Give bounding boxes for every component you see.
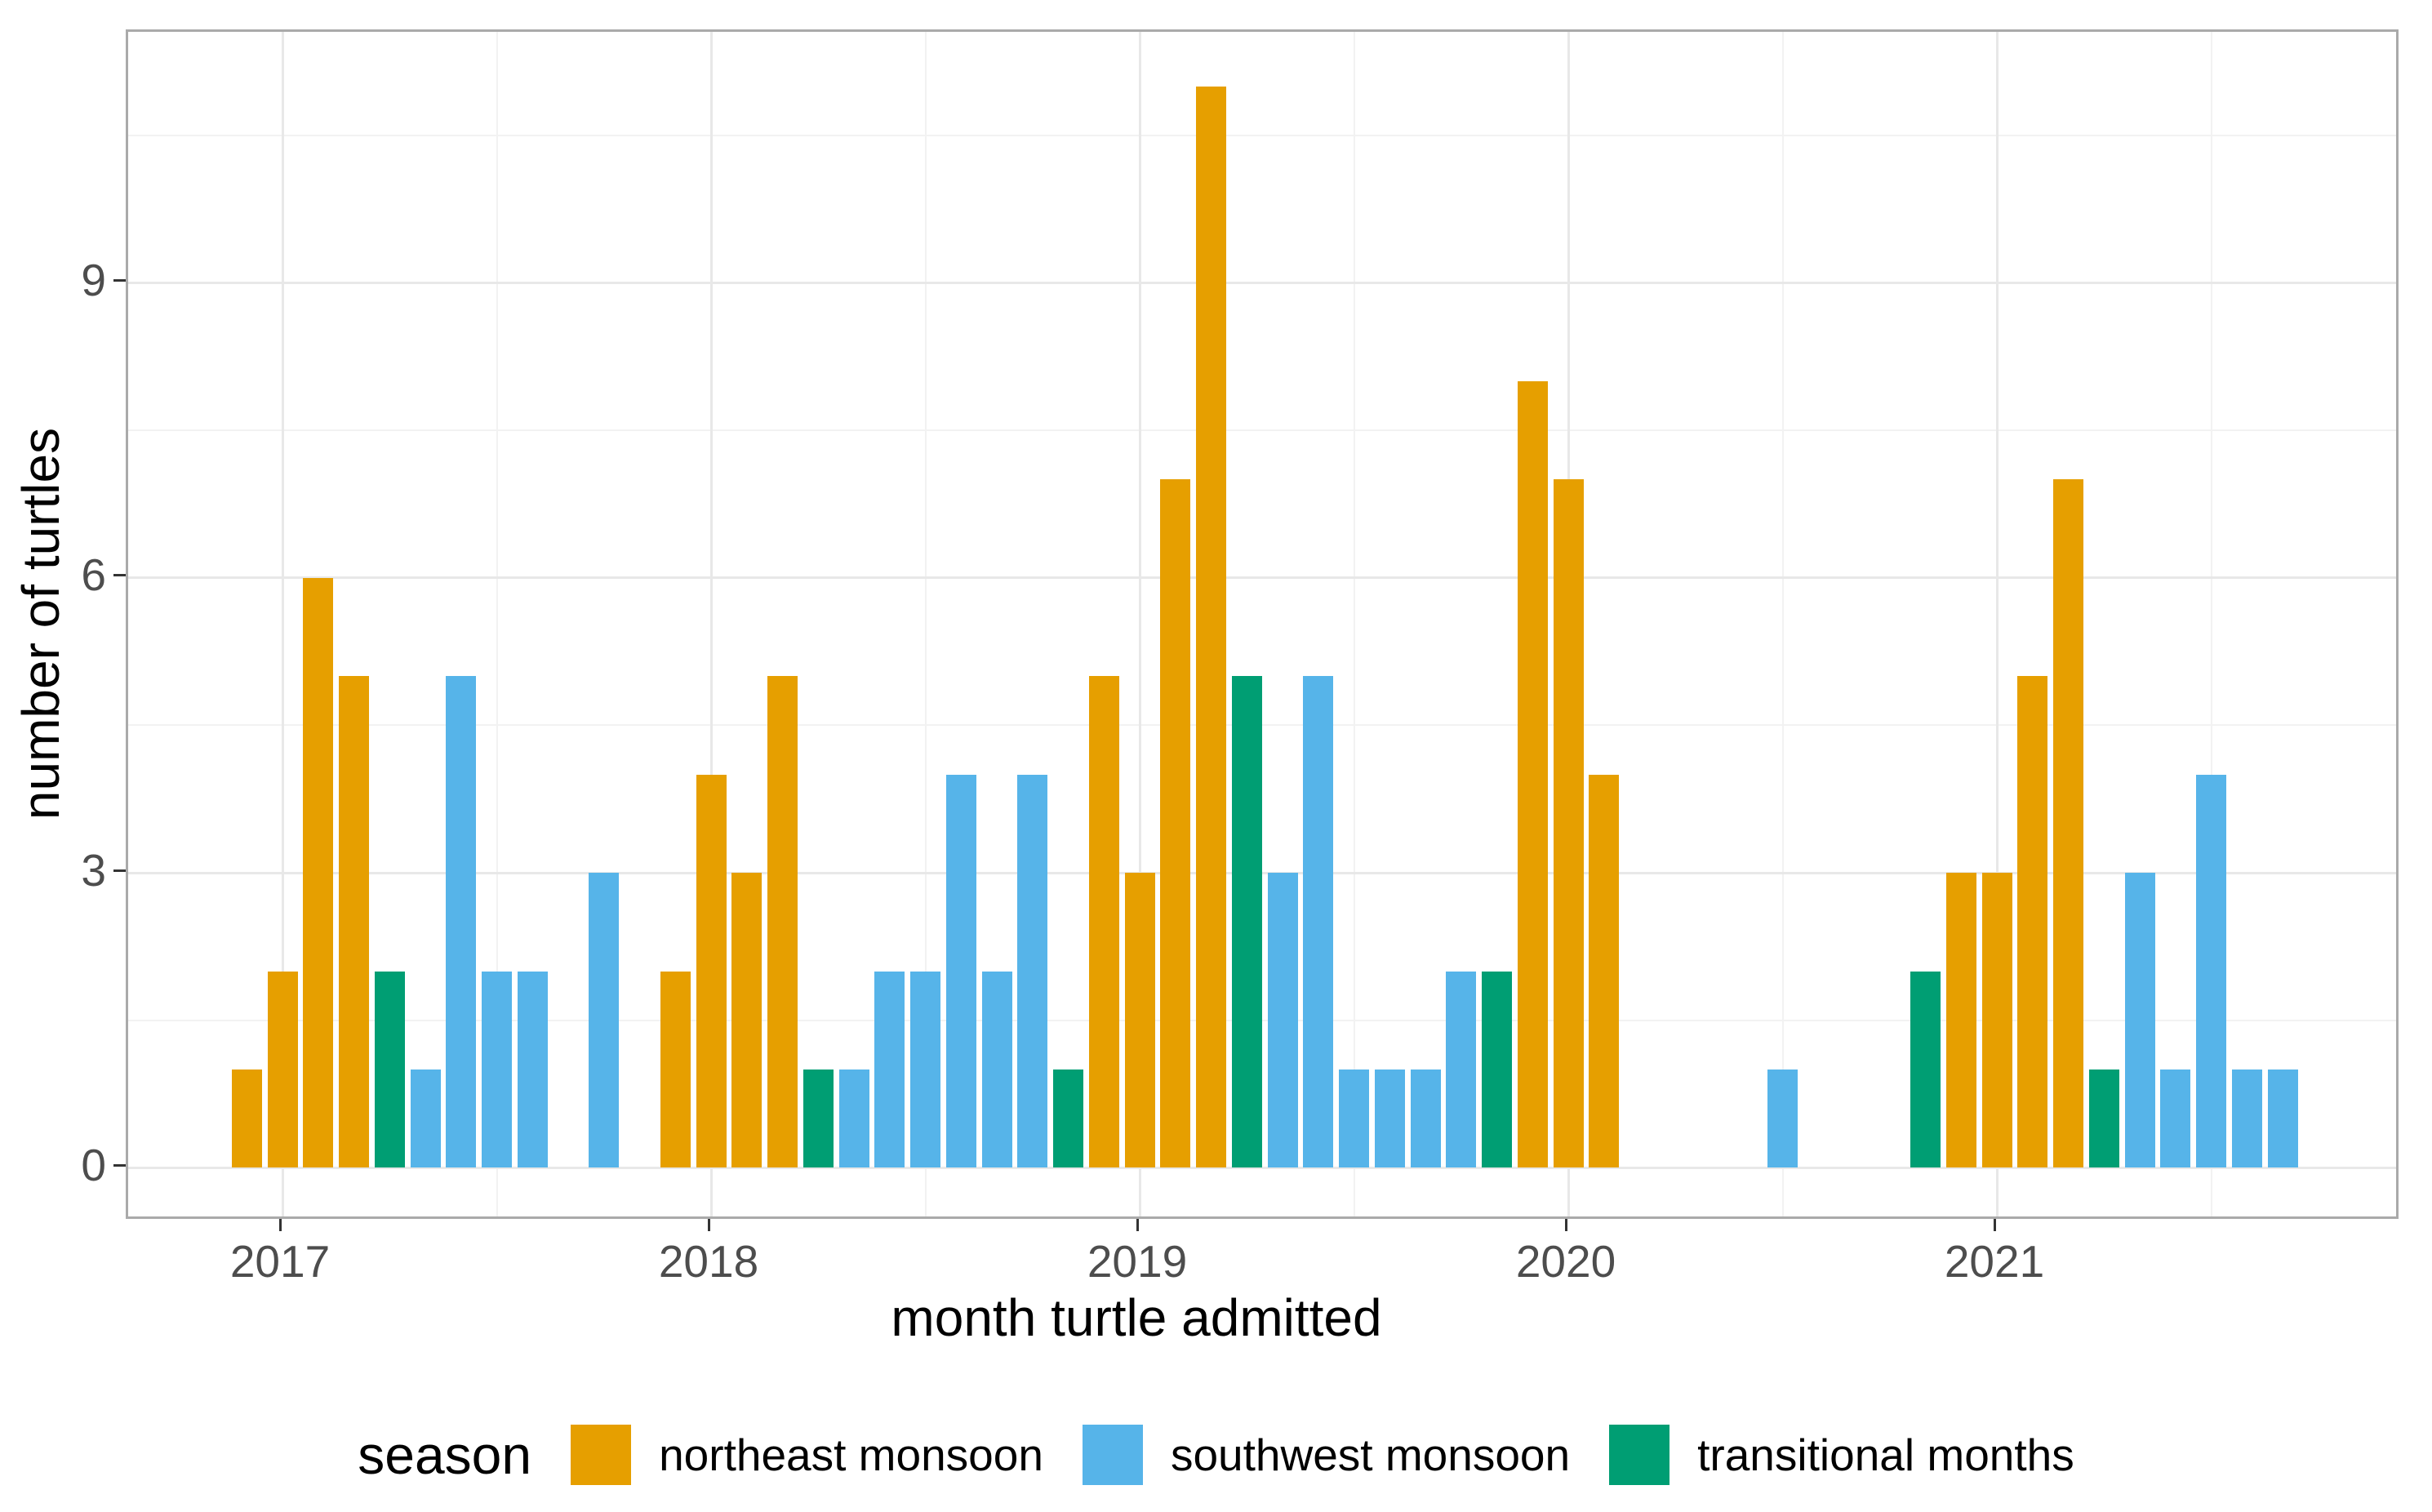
y-major-gridline — [128, 281, 2396, 284]
y-minor-gridline — [128, 429, 2396, 432]
bar-2019-04 — [1231, 676, 1262, 1168]
y-tick-mark — [113, 278, 126, 282]
bar-2018-07 — [910, 971, 940, 1168]
bar-2019-02 — [1160, 479, 1191, 1168]
bar-2021-08 — [2231, 1069, 2262, 1168]
y-axis-title: number of turtles — [11, 427, 70, 820]
legend-label: northeast monsoon — [659, 1430, 1043, 1480]
bar-2020-07 — [1767, 1069, 1798, 1168]
bar-2020-02 — [1589, 774, 1620, 1168]
bar-2017-01 — [267, 971, 298, 1168]
bar-2018-01 — [696, 774, 727, 1168]
bar-2017-02 — [303, 577, 334, 1168]
legend: season northeast monsoon southwest monsoo… — [0, 1419, 2432, 1491]
y-tick-label-9: 9 — [81, 254, 106, 305]
x-minor-gridline — [496, 32, 498, 1216]
bar-2021-03 — [2053, 479, 2083, 1168]
bar-2021-05 — [2124, 873, 2155, 1168]
bar-2018-05 — [838, 1069, 869, 1168]
x-tick-mark — [278, 1219, 282, 1231]
legend-title: season — [358, 1425, 532, 1485]
bar-2017-10 — [589, 873, 620, 1168]
x-tick-mark — [1564, 1219, 1567, 1231]
bar-2020-11 — [1910, 971, 1941, 1168]
bar-2017-03 — [339, 676, 369, 1168]
legend-item-northeast-monsoon: northeast monsoon — [571, 1425, 1043, 1485]
y-minor-gridline — [128, 134, 2396, 136]
bar-2017-04 — [374, 971, 405, 1168]
bar-2019-01 — [1124, 873, 1155, 1168]
legend-item-southwest-monsoon: southwest monsoon — [1082, 1425, 1571, 1485]
y-tick-mark — [113, 574, 126, 577]
x-axis-title: month turtle admitted — [891, 1288, 1382, 1347]
x-minor-gridline — [1781, 32, 1784, 1216]
x-minor-gridline — [1353, 32, 1355, 1216]
bar-2019-03 — [1196, 86, 1226, 1168]
legend-label: southwest monsoon — [1170, 1430, 1571, 1480]
bar-2018-06 — [874, 971, 905, 1168]
bar-2017-12 — [660, 971, 691, 1168]
bar-2020-01 — [1553, 479, 1584, 1168]
bar-2017-07 — [482, 971, 512, 1168]
y-major-gridline — [128, 871, 2396, 874]
bar-2019-12 — [1517, 380, 1548, 1168]
x-tick-label-2017: 2017 — [229, 1236, 331, 1287]
y-tick-label-3: 3 — [81, 844, 106, 896]
x-major-gridline — [281, 32, 284, 1216]
plot-panel — [126, 29, 2399, 1219]
bar-2018-04 — [803, 1069, 834, 1168]
bar-2018-10 — [1017, 774, 1048, 1168]
y-major-gridline — [128, 1166, 2396, 1169]
bar-2018-08 — [945, 774, 976, 1168]
bar-2021-02 — [2017, 676, 2048, 1168]
x-tick-label-2019: 2019 — [1087, 1236, 1188, 1287]
bar-2018-02 — [731, 873, 763, 1168]
x-tick-mark — [707, 1219, 710, 1231]
legend-label: transitional months — [1697, 1430, 2074, 1480]
x-tick-mark — [1136, 1219, 1139, 1231]
y-tick-mark — [113, 1163, 126, 1167]
bar-2016-12 — [231, 1069, 262, 1168]
bar-2019-10 — [1446, 971, 1477, 1168]
bar-2019-08 — [1374, 1069, 1405, 1168]
x-major-gridline — [1138, 32, 1141, 1216]
y-tick-mark — [113, 869, 126, 872]
bar-2021-01 — [1981, 873, 2012, 1168]
x-minor-gridline — [2210, 32, 2212, 1216]
bar-2017-08 — [517, 971, 548, 1168]
x-tick-label-2018: 2018 — [658, 1236, 759, 1287]
bar-2021-06 — [2160, 1069, 2191, 1168]
x-major-gridline — [1995, 32, 1999, 1216]
bar-2017-06 — [446, 676, 477, 1168]
x-tick-label-2020: 2020 — [1515, 1236, 1616, 1287]
bar-2017-05 — [410, 1069, 441, 1168]
x-tick-mark — [1993, 1219, 1996, 1231]
y-tick-label-0: 0 — [81, 1139, 106, 1190]
x-minor-gridline — [924, 32, 927, 1216]
bar-2019-06 — [1303, 676, 1334, 1168]
bar-2019-05 — [1267, 873, 1298, 1168]
x-tick-label-2021: 2021 — [1944, 1236, 2045, 1287]
bar-2018-03 — [767, 676, 798, 1168]
bar-2018-09 — [981, 971, 1012, 1168]
y-major-gridline — [128, 576, 2396, 580]
bar-2021-09 — [2267, 1069, 2298, 1168]
y-tick-label-6: 6 — [81, 549, 106, 601]
legend-key-swatch — [1609, 1425, 1670, 1485]
x-major-gridline — [709, 32, 713, 1216]
legend-key-swatch — [1082, 1425, 1143, 1485]
bar-2021-07 — [2196, 774, 2226, 1168]
bar-2019-07 — [1339, 1069, 1369, 1168]
bar-2020-12 — [1945, 873, 1976, 1168]
bar-2019-09 — [1410, 1069, 1441, 1168]
bar-2019-11 — [1482, 971, 1512, 1168]
y-minor-gridline — [128, 1019, 2396, 1021]
bar-2018-11 — [1053, 1069, 1083, 1168]
legend-key-swatch — [571, 1425, 632, 1485]
bar-2018-12 — [1088, 676, 1119, 1168]
bar-2021-04 — [2088, 1069, 2119, 1168]
y-minor-gridline — [128, 724, 2396, 727]
legend-item-transitional-months: transitional months — [1609, 1425, 2074, 1485]
